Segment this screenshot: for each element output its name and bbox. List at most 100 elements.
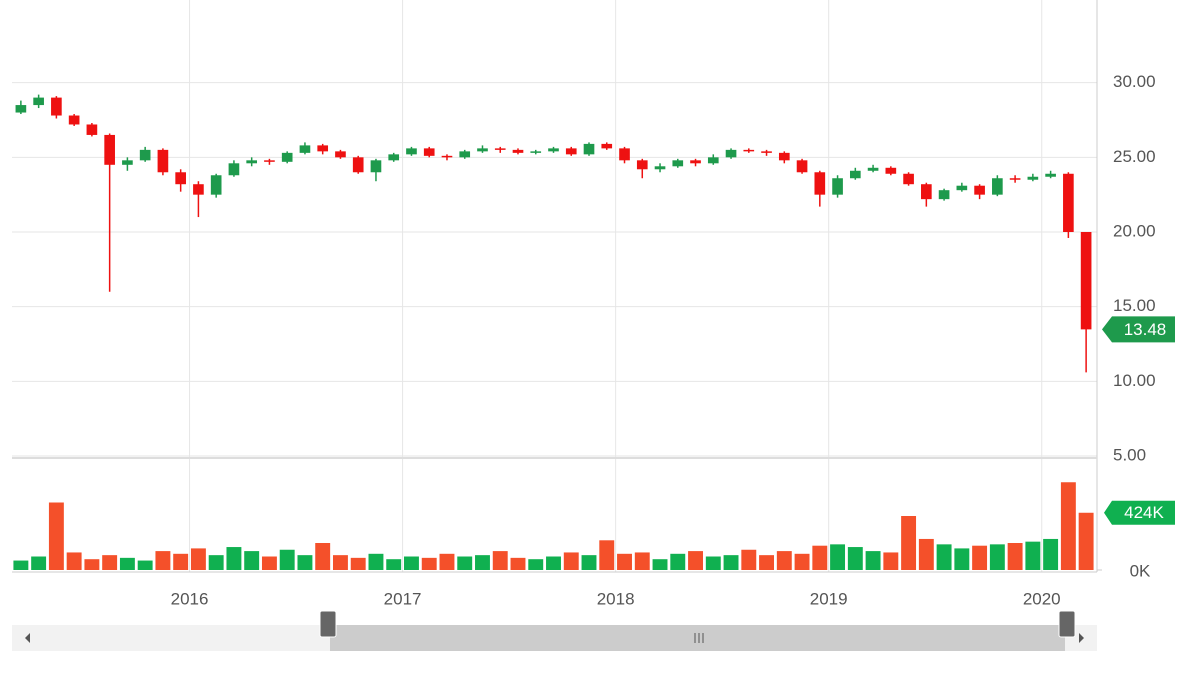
candle-body: [423, 148, 435, 156]
volume-bar: [865, 551, 881, 570]
scroll-left-arrow[interactable]: [25, 633, 30, 643]
candle-body: [264, 160, 275, 162]
last-volume-label: 424K: [1124, 503, 1164, 522]
candle-body: [707, 157, 719, 164]
candle-body: [583, 143, 595, 155]
candle-body: [193, 184, 204, 195]
candle-body: [33, 97, 44, 106]
volume-bar: [102, 555, 118, 570]
candle-body: [1009, 178, 1021, 180]
volume-bar: [705, 556, 721, 570]
x-tick-label: 2020: [1023, 589, 1061, 608]
volume-bar: [386, 559, 402, 570]
scrollbar[interactable]: [12, 610, 1097, 651]
candle-body: [548, 148, 559, 152]
x-tick-label: 2016: [171, 589, 209, 608]
volume-bar: [759, 555, 775, 570]
volume-bar: [741, 549, 757, 570]
volume-bar: [546, 556, 561, 570]
volume-bar: [84, 559, 100, 570]
y-tick-label: 30.00: [1113, 72, 1156, 91]
candle-body: [619, 148, 630, 161]
candle-body: [477, 148, 488, 152]
candle-body: [51, 97, 62, 116]
volume-tick-label: 0K: [1130, 561, 1151, 580]
volume-bar: [794, 553, 810, 570]
volume-bar: [617, 553, 632, 570]
candle-body: [601, 143, 613, 149]
volume-bar: [66, 552, 82, 570]
volume-bar: [652, 559, 668, 570]
candle-body: [175, 172, 186, 185]
candle-body: [15, 105, 27, 113]
candle-body: [832, 178, 843, 195]
scroll-thumb[interactable]: [330, 625, 1065, 651]
volume-bar: [972, 545, 988, 570]
grid: [12, 0, 1097, 572]
candle-body: [104, 134, 115, 165]
candle-body: [406, 148, 417, 155]
candle-body: [352, 157, 364, 173]
scroll-right-arrow[interactable]: [1079, 633, 1084, 643]
candle-body: [281, 152, 293, 162]
volume-bar: [634, 552, 650, 570]
candle-body: [494, 148, 506, 150]
candle-body: [565, 148, 577, 155]
candle-body: [459, 151, 471, 158]
volume-bar: [688, 551, 703, 570]
volume-bar: [1043, 538, 1059, 570]
volume-bar: [1060, 482, 1076, 570]
scroll-handle-right[interactable]: [1058, 610, 1076, 638]
candle-body: [903, 173, 914, 185]
last-price-marker: [1102, 316, 1175, 343]
volume-bar: [13, 560, 29, 570]
volume-bar: [226, 547, 242, 570]
candle-body: [317, 145, 329, 152]
volume-bar: [261, 556, 277, 570]
volume-bar: [48, 502, 64, 570]
volume-bar: [137, 560, 153, 570]
last-volume-marker: [1104, 500, 1175, 525]
x-tick-label: 2018: [597, 589, 635, 608]
volume-bar: [599, 540, 615, 570]
volume-bar: [776, 551, 792, 570]
candle-body: [761, 151, 772, 153]
candle-body: [122, 160, 133, 165]
volume-bar: [439, 553, 455, 570]
candle-body: [157, 149, 169, 173]
last-price-label: 13.48: [1124, 320, 1167, 339]
volume-bar: [475, 555, 490, 570]
volume-bar: [119, 557, 135, 570]
candle-body: [636, 160, 648, 170]
volume-bar: [208, 555, 224, 570]
candle-body: [849, 170, 861, 179]
volume-bar: [492, 551, 508, 570]
candle-body: [370, 160, 382, 173]
volume-bar: [670, 553, 686, 570]
volume-bar: [1007, 543, 1023, 570]
candle-body: [690, 160, 701, 164]
volume-bar: [31, 556, 47, 570]
candle-body: [210, 175, 222, 195]
volume-bar: [528, 559, 544, 570]
volume-bar: [847, 547, 863, 570]
candle-body: [938, 190, 950, 200]
volume-bar: [332, 555, 348, 570]
candle-body: [228, 163, 240, 176]
candle-body: [388, 154, 400, 161]
candle-body: [725, 149, 737, 158]
volume-bar: [563, 552, 579, 570]
candle-body: [743, 149, 755, 152]
scroll-handle-left[interactable]: [319, 610, 337, 638]
volume-bar: [883, 552, 899, 570]
volume-bar: [812, 545, 828, 570]
volume-bar: [1078, 512, 1094, 570]
candle-body: [530, 151, 542, 153]
candle-body: [441, 155, 453, 158]
volume-bar: [368, 553, 384, 570]
candle-body: [335, 151, 346, 158]
candle-body: [654, 166, 666, 170]
volume-bar: [1025, 541, 1041, 570]
